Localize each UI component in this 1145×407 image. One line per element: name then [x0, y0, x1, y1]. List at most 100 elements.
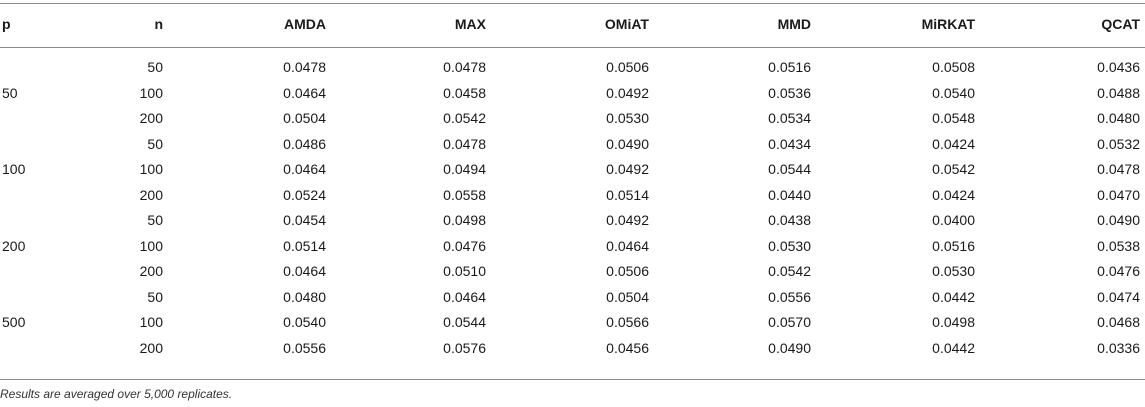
cell-omiat: 0.0506: [606, 59, 649, 75]
cell-mirkat: 0.0530: [932, 263, 975, 279]
cell-max: 0.0576: [443, 339, 486, 356]
cell-amda: 0.0464: [283, 263, 326, 279]
column-header-mmd: MMD: [777, 16, 811, 32]
cell-omiat: 0.0492: [606, 161, 649, 177]
cell-mmd: 0.0536: [768, 84, 811, 101]
cell-qcat: 0.0476: [1097, 263, 1140, 279]
cell-amda: 0.0464: [283, 161, 326, 177]
cell-mmd: 0.0516: [768, 59, 811, 75]
cell-amda: 0.0480: [283, 288, 326, 305]
cell-mirkat: 0.0508: [932, 59, 975, 75]
cell-n: 100: [139, 314, 163, 330]
cell-n: 200: [139, 263, 163, 279]
table-header-rule: [0, 47, 1145, 48]
cell-mmd: 0.0556: [768, 288, 811, 305]
cell-qcat: 0.0538: [1097, 237, 1140, 254]
column-header-qcat: QCAT: [1101, 16, 1140, 32]
cell-omiat: 0.0492: [606, 84, 649, 101]
column-header-n: n: [154, 16, 163, 32]
cell-mmd: 0.0544: [768, 161, 811, 177]
cell-mmd: 0.0434: [768, 135, 811, 152]
cell-mirkat: 0.0400: [932, 212, 975, 228]
cell-max: 0.0498: [443, 212, 486, 228]
cell-amda: 0.0514: [283, 237, 326, 254]
cell-omiat: 0.0492: [606, 212, 649, 228]
cell-qcat: 0.0478: [1097, 161, 1140, 177]
cell-mirkat: 0.0424: [932, 186, 975, 203]
table-top-rule: [0, 3, 1145, 4]
cell-amda: 0.0478: [283, 59, 326, 75]
cell-amda: 0.0556: [283, 339, 326, 356]
cell-mmd: 0.0490: [768, 339, 811, 356]
cell-max: 0.0476: [443, 237, 486, 254]
cell-mirkat: 0.0516: [932, 237, 975, 254]
cell-omiat: 0.0514: [606, 186, 649, 203]
group-p-label: 50: [2, 84, 18, 101]
cell-qcat: 0.0488: [1097, 84, 1140, 101]
cell-mirkat: 0.0498: [932, 314, 975, 330]
cell-n: 200: [139, 110, 163, 126]
cell-qcat: 0.0532: [1097, 135, 1140, 152]
cell-max: 0.0510: [443, 263, 486, 279]
cell-n: 100: [139, 161, 163, 177]
cell-amda: 0.0486: [283, 135, 326, 152]
group-p-label: 100: [2, 161, 26, 177]
cell-qcat: 0.0480: [1097, 110, 1140, 126]
cell-max: 0.0544: [443, 314, 486, 330]
cell-amda: 0.0504: [283, 110, 326, 126]
cell-max: 0.0464: [443, 288, 486, 305]
cell-mmd: 0.0438: [768, 212, 811, 228]
cell-n: 100: [139, 237, 163, 254]
cell-amda: 0.0454: [283, 212, 326, 228]
column-header-amda: AMDA: [284, 16, 326, 32]
cell-n: 200: [139, 339, 163, 356]
cell-qcat: 0.0490: [1097, 212, 1140, 228]
cell-amda: 0.0464: [283, 84, 326, 101]
cell-mirkat: 0.0424: [932, 135, 975, 152]
cell-max: 0.0478: [443, 135, 486, 152]
cell-omiat: 0.0530: [606, 110, 649, 126]
cell-omiat: 0.0464: [606, 237, 649, 254]
cell-omiat: 0.0506: [606, 263, 649, 279]
cell-mirkat: 0.0442: [932, 339, 975, 356]
cell-omiat: 0.0504: [606, 288, 649, 305]
cell-omiat: 0.0456: [606, 339, 649, 356]
column-header-p: p: [2, 16, 11, 32]
cell-n: 200: [139, 186, 163, 203]
table-bottom-rule: [0, 379, 1145, 380]
cell-mmd: 0.0534: [768, 110, 811, 126]
cell-qcat: 0.0436: [1097, 59, 1140, 75]
cell-amda: 0.0524: [283, 186, 326, 203]
cell-n: 50: [147, 59, 163, 75]
cell-mirkat: 0.0542: [932, 161, 975, 177]
cell-max: 0.0458: [443, 84, 486, 101]
cell-omiat: 0.0490: [606, 135, 649, 152]
cell-max: 0.0478: [443, 59, 486, 75]
column-header-omiat: OMiAT: [604, 16, 649, 32]
group-p-label: 200: [2, 237, 26, 254]
group-p-label: 500: [2, 314, 26, 330]
cell-omiat: 0.0566: [606, 314, 649, 330]
cell-mirkat: 0.0442: [932, 288, 975, 305]
cell-mmd: 0.0542: [768, 263, 811, 279]
cell-qcat: 0.0468: [1097, 314, 1140, 330]
cell-mmd: 0.0570: [768, 314, 811, 330]
cell-n: 100: [139, 84, 163, 101]
cell-mmd: 0.0440: [768, 186, 811, 203]
cell-n: 50: [147, 288, 163, 305]
cell-qcat: 0.0470: [1097, 186, 1140, 203]
cell-max: 0.0558: [443, 186, 486, 203]
cell-qcat: 0.0336: [1097, 339, 1140, 356]
cell-n: 50: [147, 135, 163, 152]
cell-mirkat: 0.0548: [932, 110, 975, 126]
cell-n: 50: [147, 212, 163, 228]
column-header-mirkat: MiRKAT: [921, 16, 975, 32]
table-footnote: Results are averaged over 5,000 replicat…: [0, 387, 233, 401]
cell-amda: 0.0540: [283, 314, 326, 330]
cell-max: 0.0542: [443, 110, 486, 126]
cell-mmd: 0.0530: [768, 237, 811, 254]
cell-qcat: 0.0474: [1097, 288, 1140, 305]
cell-max: 0.0494: [443, 161, 486, 177]
column-header-max: MAX: [454, 16, 486, 32]
cell-mirkat: 0.0540: [932, 84, 975, 101]
